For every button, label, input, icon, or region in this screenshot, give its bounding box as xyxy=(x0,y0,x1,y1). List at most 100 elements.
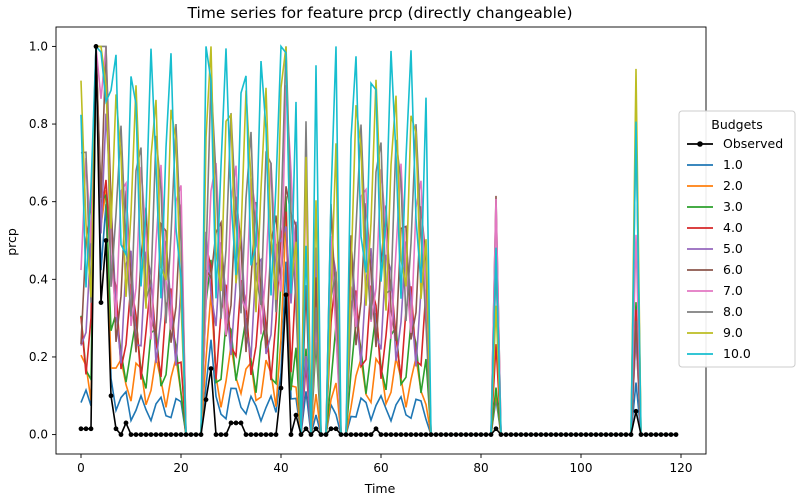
observed-point xyxy=(343,432,349,437)
observed-point xyxy=(178,432,184,437)
legend-label: 8.0 xyxy=(723,304,743,319)
observed-point xyxy=(463,432,469,437)
observed-point xyxy=(313,426,319,432)
observed-point xyxy=(468,432,474,437)
x-tick-label: 120 xyxy=(670,461,693,475)
observed-point xyxy=(308,432,314,437)
legend-label: 2.0 xyxy=(723,178,743,193)
observed-point xyxy=(323,432,329,437)
observed-point xyxy=(573,432,579,437)
observed-point xyxy=(543,432,549,437)
observed-point xyxy=(248,432,254,437)
observed-point xyxy=(488,432,494,437)
x-tick-label: 40 xyxy=(273,461,288,475)
observed-point xyxy=(413,432,419,437)
observed-point xyxy=(163,432,169,437)
observed-point xyxy=(118,432,124,437)
y-tick-label: 0.8 xyxy=(29,117,48,131)
observed-point xyxy=(228,420,234,426)
observed-point xyxy=(258,432,264,437)
observed-point xyxy=(633,408,639,414)
observed-point xyxy=(168,432,174,437)
observed-point xyxy=(298,432,304,437)
observed-point xyxy=(528,432,534,437)
y-tick-label: 0.4 xyxy=(29,272,48,286)
observed-point xyxy=(238,420,244,426)
observed-point xyxy=(553,432,559,437)
observed-point xyxy=(108,393,114,399)
observed-point xyxy=(233,420,239,426)
observed-point xyxy=(408,432,414,437)
observed-point xyxy=(88,426,94,432)
observed-point xyxy=(143,432,149,437)
observed-point xyxy=(83,426,89,432)
observed-point xyxy=(668,432,674,437)
legend-label: 9.0 xyxy=(723,325,743,340)
observed-point xyxy=(243,432,249,437)
observed-point xyxy=(428,432,434,437)
observed-point xyxy=(348,432,354,437)
observed-point xyxy=(478,432,484,437)
plot-area xyxy=(55,26,707,455)
observed-point xyxy=(448,432,454,437)
legend-box xyxy=(678,110,796,368)
x-axis-label: Time xyxy=(364,481,396,496)
observed-point xyxy=(173,432,179,437)
observed-point xyxy=(403,432,409,437)
observed-point xyxy=(268,432,274,437)
observed-point xyxy=(138,432,144,437)
legend-label: 6.0 xyxy=(723,262,743,277)
observed-point xyxy=(603,432,609,437)
observed-point xyxy=(398,432,404,437)
observed-point xyxy=(423,432,429,437)
legend-label: 3.0 xyxy=(723,199,743,214)
x-tick-label: 80 xyxy=(473,461,488,475)
observed-point xyxy=(443,432,449,437)
observed-point xyxy=(203,397,209,403)
observed-point xyxy=(303,426,309,432)
y-tick-label: 1.0 xyxy=(29,39,48,53)
observed-point xyxy=(153,432,159,437)
observed-point xyxy=(218,432,224,437)
observed-point xyxy=(473,432,479,437)
observed-point xyxy=(593,432,599,437)
observed-point xyxy=(113,426,119,432)
x-tick-label: 100 xyxy=(570,461,593,475)
legend-label: 5.0 xyxy=(723,241,743,256)
observed-point xyxy=(363,432,369,437)
observed-point xyxy=(653,432,659,437)
observed-point xyxy=(648,432,654,437)
y-tick-label: 0.2 xyxy=(29,350,48,364)
legend-label: Observed xyxy=(723,136,783,151)
legend: Budgets Observed 1.0 2.0 3.0 4.0 5.0 6.0 7.0 8.0 9… xyxy=(678,110,796,368)
observed-point xyxy=(618,432,624,437)
y-axis-label: prcp xyxy=(4,228,19,256)
observed-point xyxy=(358,432,364,437)
observed-point xyxy=(673,432,679,437)
observed-point xyxy=(548,432,554,437)
legend-marker xyxy=(697,141,703,147)
x-tick-label: 0 xyxy=(77,461,85,475)
observed-point xyxy=(273,432,279,437)
observed-point xyxy=(383,432,389,437)
observed-point xyxy=(188,432,194,437)
observed-point xyxy=(483,432,489,437)
observed-point xyxy=(498,432,504,437)
observed-point xyxy=(433,432,439,437)
observed-point xyxy=(93,44,99,49)
observed-point xyxy=(103,238,109,243)
observed-point xyxy=(628,432,634,437)
observed-point xyxy=(378,432,384,437)
observed-point xyxy=(278,385,284,391)
observed-point xyxy=(213,432,219,437)
x-axis: 0 20 40 60 80 100 120 xyxy=(77,454,692,475)
observed-point xyxy=(523,432,529,437)
observed-point xyxy=(598,432,604,437)
observed-point xyxy=(608,432,614,437)
observed-point xyxy=(328,426,334,432)
observed-point xyxy=(98,300,104,306)
observed-point xyxy=(353,432,359,437)
observed-point xyxy=(373,426,379,432)
observed-point xyxy=(578,432,584,437)
